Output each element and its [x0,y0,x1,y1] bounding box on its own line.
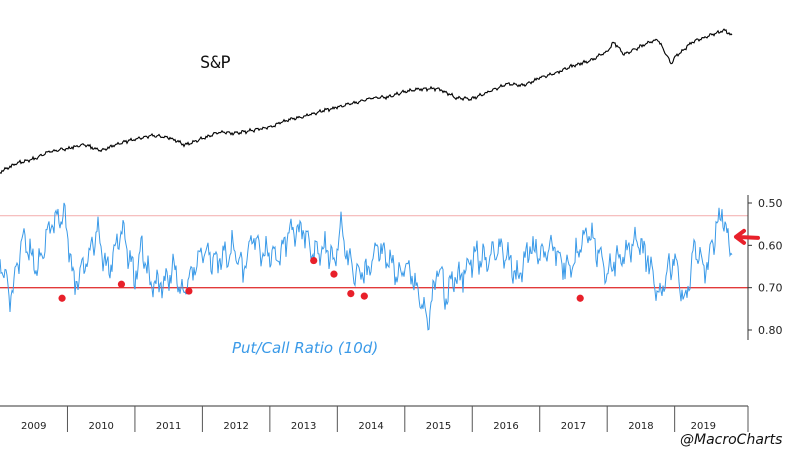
x-tick-label: 2018 [628,421,653,432]
credit-label: @MacroCharts [680,432,782,448]
signal-marker [347,289,355,298]
x-tick-label: 2017 [561,421,586,432]
signal-marker [117,280,126,288]
signal-markers [58,256,584,302]
y-tick-label: 0.50 [758,197,783,210]
x-tick-label: 2011 [156,421,181,432]
y-tick-label: 0.60 [758,239,783,252]
x-tick-label: 2010 [88,421,113,432]
signal-marker [330,270,338,278]
signal-marker [576,294,584,302]
signal-marker [58,294,66,302]
y-tick-label: 0.70 [758,282,783,295]
sp-label: S&P [200,53,231,73]
x-tick-label: 2009 [21,421,46,432]
x-tick-label: 2014 [358,421,383,432]
pc-series-line [0,202,733,331]
left-arrow-icon [734,228,760,245]
pc-label: Put/Call Ratio (10d) [232,339,378,357]
x-tick-label: 2015 [426,421,451,432]
x-axis-ticks: 2009 2010 2011 2012 2013 2014 2015 2016 2017 2018… [21,406,749,432]
signal-marker [310,256,318,265]
x-tick-label: 2012 [223,421,248,432]
signal-marker [185,287,193,295]
signal-marker [360,292,368,300]
x-tick-label: 2013 [291,421,316,432]
y-tick-label: 0.80 [758,324,783,337]
x-tick-label: 2019 [691,421,716,432]
right-axis-ticks: 0.50 0.60 0.70 0.80 [748,197,783,337]
sp-series-line [0,28,733,175]
x-tick-label: 2016 [493,421,518,432]
